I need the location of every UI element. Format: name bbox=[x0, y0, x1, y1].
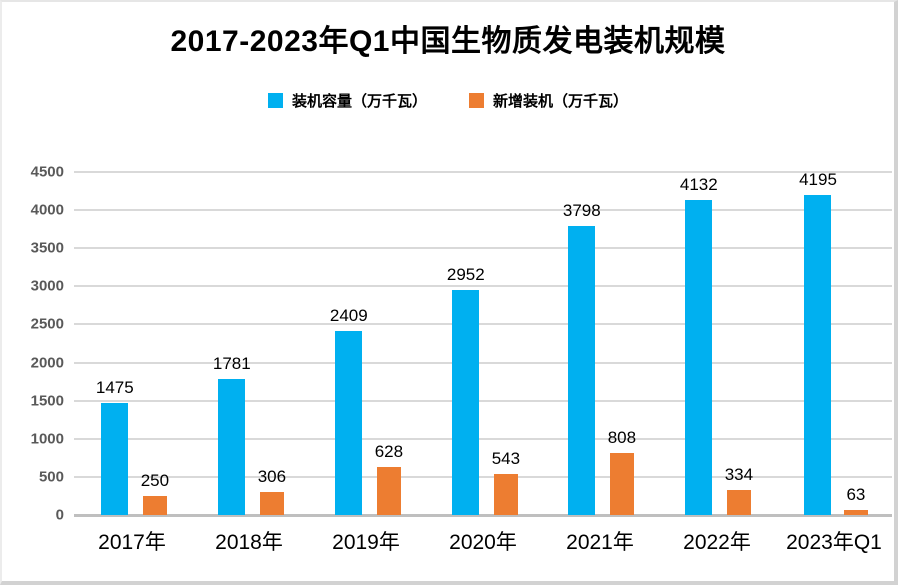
bar-column: 1475 bbox=[96, 379, 134, 515]
bar-value-label: 4132 bbox=[679, 175, 718, 195]
bar-column: 2952 bbox=[447, 266, 485, 515]
bar-group: 3798 808 bbox=[541, 172, 658, 515]
capacity-bar bbox=[568, 226, 596, 515]
x-tick-label: 2017年 bbox=[98, 531, 166, 554]
legend: 装机容量（万千瓦） 新增装机（万千瓦） bbox=[2, 90, 894, 111]
bar-group: 2409 628 bbox=[308, 172, 425, 515]
legend-swatch-capacity-icon bbox=[267, 93, 283, 108]
y-tick-label: 2000 bbox=[30, 354, 64, 372]
bar-column: 306 bbox=[258, 468, 286, 515]
y-tick-label: 4500 bbox=[30, 163, 64, 181]
bar-value-label: 2409 bbox=[329, 306, 368, 326]
x-tick-label: 2019年 bbox=[332, 531, 400, 554]
y-tick-label: 3500 bbox=[30, 239, 64, 257]
new-installs-bar bbox=[843, 510, 868, 515]
y-tick-label: 3000 bbox=[30, 277, 64, 295]
bar-column: 2409 bbox=[330, 307, 368, 515]
gridline bbox=[74, 247, 892, 249]
gridline bbox=[74, 285, 892, 287]
legend-label-capacity: 装机容量（万千瓦） bbox=[291, 93, 427, 110]
legend-swatch-new-installs-icon bbox=[469, 93, 484, 108]
bar-column: 250 bbox=[141, 472, 169, 515]
capacity-bar bbox=[685, 200, 713, 515]
bar-group: 1475 250 bbox=[74, 172, 191, 515]
bar-value-label: 250 bbox=[140, 471, 170, 491]
bar-column: 63 bbox=[843, 485, 868, 515]
new-installs-bar bbox=[376, 467, 401, 515]
bar-column: 334 bbox=[725, 466, 753, 515]
y-tick-label: 2500 bbox=[30, 315, 64, 333]
bar-value-label: 543 bbox=[491, 449, 521, 469]
bar-value-label: 2952 bbox=[446, 265, 485, 285]
y-tick-label: 500 bbox=[38, 468, 64, 486]
gridline bbox=[74, 438, 892, 440]
bar-column: 628 bbox=[375, 443, 403, 515]
new-installs-bar bbox=[726, 490, 751, 515]
new-installs-bar bbox=[259, 492, 284, 515]
bar-value-label: 808 bbox=[607, 428, 637, 448]
bar-group: 2952 543 bbox=[425, 172, 542, 515]
capacity-bar bbox=[218, 379, 246, 515]
legend-item-new-installs: 新增装机（万千瓦） bbox=[469, 90, 628, 111]
new-installs-bar bbox=[142, 496, 167, 515]
legend-label-new-installs: 新增装机（万千瓦） bbox=[493, 93, 629, 110]
y-tick-label: 0 bbox=[55, 506, 64, 524]
bar-value-label: 628 bbox=[374, 442, 404, 462]
y-tick-label: 1500 bbox=[30, 392, 64, 410]
bar-column: 1781 bbox=[213, 355, 251, 515]
bar-column: 808 bbox=[608, 429, 636, 515]
bar-value-label: 1781 bbox=[212, 354, 251, 374]
y-axis: 0 500 1000 1500 2000 2500 3000 3500 4000 4500 bbox=[2, 164, 64, 524]
y-tick-label: 4000 bbox=[30, 201, 64, 219]
y-tick-label: 1000 bbox=[30, 430, 64, 448]
plot-area: 1475 250 1781 306 2409 628 2952 543 3798 808 4132 3… bbox=[74, 171, 892, 517]
bar-value-label: 334 bbox=[724, 465, 754, 485]
chart-title: 2017-2023年Q1中国生物质发电装机规模 bbox=[170, 25, 726, 58]
new-installs-bar bbox=[493, 474, 518, 515]
x-tick-label: 2021年 bbox=[566, 531, 634, 554]
bar-column: 543 bbox=[492, 450, 520, 515]
capacity-bar bbox=[101, 403, 129, 515]
x-tick-label: 2020年 bbox=[449, 531, 517, 554]
gridline bbox=[74, 400, 892, 402]
bar-group: 4195 63 bbox=[775, 171, 892, 515]
capacity-bar bbox=[804, 195, 832, 515]
gridline bbox=[74, 171, 892, 173]
x-tick-label: 2022年 bbox=[683, 531, 751, 554]
bar-value-label: 63 bbox=[846, 485, 866, 505]
gridline bbox=[74, 362, 892, 364]
x-tick-label: 2023年Q1 bbox=[786, 531, 882, 554]
x-axis: 2017年 2018年 2019年 2020年 2021年 2022年 2023年Q1 bbox=[74, 526, 892, 562]
bar-column: 4132 bbox=[680, 176, 718, 515]
bar-column: 4195 bbox=[799, 171, 837, 515]
gridline bbox=[74, 323, 892, 325]
x-axis-line bbox=[74, 514, 892, 517]
bar-value-label: 1475 bbox=[95, 378, 134, 398]
capacity-bar bbox=[335, 331, 363, 515]
bar-group: 1781 306 bbox=[191, 172, 308, 515]
bar-column: 3798 bbox=[563, 202, 601, 515]
capacity-bar bbox=[452, 290, 480, 515]
bar-value-label: 306 bbox=[257, 467, 287, 487]
gridline bbox=[74, 476, 892, 478]
new-installs-bar bbox=[609, 453, 634, 515]
bar-group: 4132 334 bbox=[658, 172, 775, 515]
legend-item-capacity: 装机容量（万千瓦） bbox=[267, 90, 427, 111]
gridline bbox=[74, 209, 892, 211]
bar-value-label: 4195 bbox=[799, 170, 837, 190]
bar-value-label: 3798 bbox=[562, 201, 601, 221]
x-tick-label: 2018年 bbox=[215, 531, 283, 554]
